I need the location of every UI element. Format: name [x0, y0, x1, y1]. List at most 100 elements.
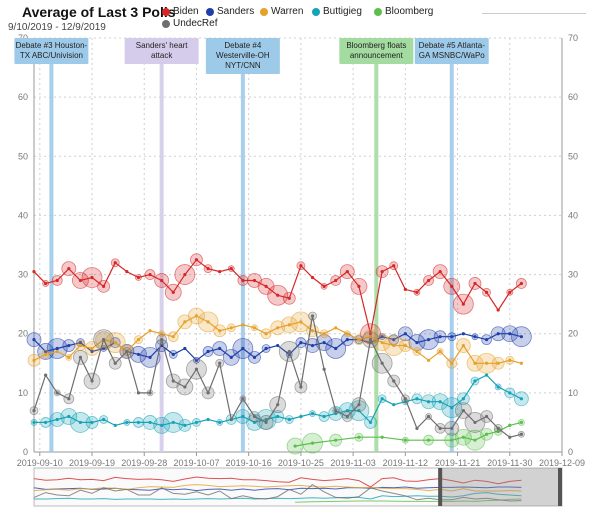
legend-item-sanders[interactable]: Sanders — [206, 6, 254, 17]
event-label-text: NYT/CNN — [225, 61, 261, 70]
y-tick-label-right: 70 — [568, 33, 578, 43]
data-point — [334, 326, 338, 330]
data-point — [194, 367, 199, 371]
data-point — [403, 287, 407, 291]
data-point — [171, 335, 175, 339]
data-point — [171, 420, 175, 425]
data-point — [194, 314, 199, 318]
data-point — [113, 261, 117, 265]
x-tick-label: 2019-11-03 — [330, 458, 375, 468]
y-tick-label-right: 0 — [568, 447, 573, 457]
data-point — [380, 340, 384, 345]
data-point — [357, 435, 361, 439]
legend-item-undecref[interactable]: UndecRef — [162, 18, 217, 29]
data-point — [171, 379, 175, 383]
data-point — [32, 358, 36, 362]
data-point — [519, 420, 523, 425]
event-label-text: GA MSNBC/WaPo — [419, 51, 485, 60]
data-point — [310, 343, 315, 348]
y-tick-label-right: 50 — [568, 151, 578, 161]
legend-divider — [482, 13, 586, 14]
data-point — [55, 346, 59, 351]
data-point — [519, 361, 523, 365]
data-point — [252, 326, 257, 330]
data-point — [403, 343, 407, 348]
chart-subtitle: 9/10/2019 - 12/9/2019 — [8, 22, 106, 33]
data-point — [102, 284, 106, 288]
data-point — [206, 349, 210, 354]
legend-marker-sanders — [206, 7, 214, 16]
data-point — [426, 338, 431, 342]
data-point — [484, 432, 489, 436]
event-label-text: Debate #4 — [224, 41, 261, 50]
event-label-box — [124, 38, 199, 64]
data-point — [218, 361, 222, 365]
chart-title: Average of Last 3 Polls — [22, 4, 176, 20]
data-point — [345, 332, 349, 336]
legend-marker-buttigieg — [312, 7, 320, 16]
legend-label-warren: Warren — [271, 6, 304, 17]
data-point — [276, 326, 280, 330]
legend-item-warren[interactable]: Warren — [260, 6, 303, 17]
data-point — [368, 338, 373, 342]
data-point — [380, 335, 384, 339]
data-point — [461, 302, 465, 306]
data-point — [287, 296, 291, 300]
data-point — [136, 275, 141, 280]
data-point — [426, 414, 431, 419]
x-tick-label: 2019-10-16 — [226, 458, 272, 468]
event-label-text: Debate #3 Houston- — [16, 41, 88, 50]
data-point — [392, 403, 396, 407]
y-tick-label-left: 50 — [18, 151, 28, 161]
data-point — [473, 420, 477, 425]
data-point — [357, 338, 361, 342]
data-point — [450, 406, 454, 410]
data-point — [218, 346, 222, 351]
data-point — [113, 423, 117, 427]
data-point — [241, 323, 245, 327]
data-point — [113, 361, 117, 365]
data-point — [287, 323, 291, 327]
data-point — [136, 338, 141, 342]
data-point — [90, 275, 94, 280]
event-line — [374, 38, 379, 452]
data-point — [508, 423, 512, 427]
data-point — [252, 414, 257, 419]
x-tick-label: 2019-10-25 — [278, 458, 324, 468]
data-point — [519, 432, 523, 436]
data-point — [438, 349, 442, 354]
x-tick-label: 2019-11-30 — [487, 458, 532, 468]
data-point — [136, 391, 141, 395]
data-point — [473, 281, 477, 286]
data-point — [206, 391, 210, 395]
event-label-box — [339, 38, 414, 64]
data-point — [90, 379, 94, 383]
data-point — [44, 352, 48, 357]
overview-selection — [440, 468, 562, 506]
legend-item-buttigieg[interactable]: Buttigieg — [312, 6, 362, 17]
event-label-text: Bloomberg floats — [346, 41, 406, 50]
data-point — [218, 329, 222, 333]
data-point — [102, 338, 106, 342]
legend-marker-biden — [162, 7, 170, 16]
legend-item-biden[interactable]: Biden — [162, 6, 199, 17]
data-point — [380, 270, 384, 274]
data-point — [403, 438, 407, 442]
data-point — [78, 278, 83, 283]
data-point — [461, 435, 465, 439]
data-point — [287, 417, 291, 422]
data-point — [287, 349, 291, 354]
data-point — [125, 349, 129, 354]
data-point — [218, 270, 222, 274]
data-point — [392, 264, 396, 268]
data-point — [241, 414, 245, 419]
data-point — [194, 258, 199, 262]
legend-item-bloomberg[interactable]: Bloomberg — [374, 6, 433, 17]
data-point — [461, 343, 465, 348]
series-undecref — [29, 311, 525, 439]
data-point — [484, 290, 489, 294]
data-point — [403, 397, 407, 401]
data-point — [229, 326, 233, 330]
